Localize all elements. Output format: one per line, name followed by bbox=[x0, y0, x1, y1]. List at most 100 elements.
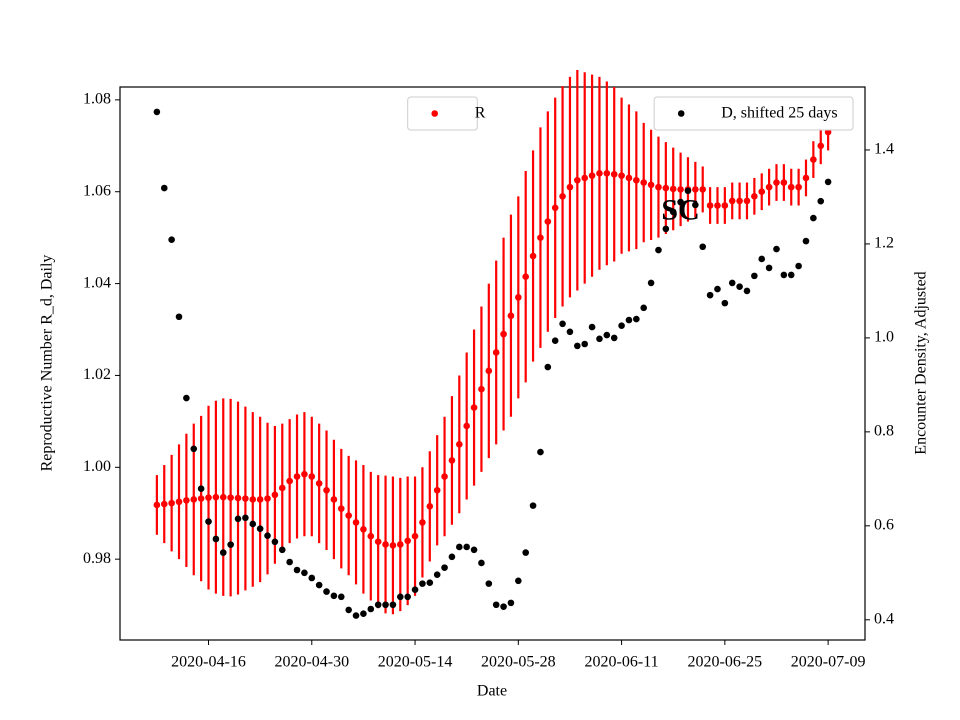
point bbox=[684, 187, 692, 195]
point bbox=[736, 283, 743, 290]
point bbox=[743, 287, 751, 295]
point bbox=[537, 234, 544, 241]
point bbox=[396, 593, 404, 601]
point bbox=[219, 549, 227, 556]
point bbox=[470, 546, 478, 554]
point bbox=[374, 538, 382, 546]
point bbox=[153, 108, 161, 116]
point bbox=[352, 519, 360, 526]
point bbox=[625, 316, 633, 324]
point bbox=[780, 179, 788, 186]
point bbox=[581, 174, 589, 182]
y2-tick-label: 0.4 bbox=[874, 610, 894, 627]
point bbox=[669, 208, 677, 216]
point bbox=[404, 593, 411, 601]
point bbox=[692, 186, 699, 193]
point bbox=[441, 473, 448, 480]
point bbox=[537, 448, 544, 456]
x-tick-label: 2020-05-28 bbox=[481, 654, 556, 671]
point bbox=[655, 183, 662, 191]
point bbox=[293, 566, 301, 574]
point bbox=[507, 599, 515, 607]
legend-marker bbox=[431, 110, 439, 117]
point bbox=[824, 178, 832, 186]
point bbox=[183, 394, 190, 402]
point bbox=[610, 334, 618, 342]
point bbox=[551, 204, 559, 212]
point bbox=[500, 330, 507, 338]
x-tick-label: 2020-06-25 bbox=[688, 654, 763, 671]
point bbox=[492, 349, 500, 356]
point bbox=[419, 519, 426, 526]
point bbox=[706, 202, 714, 209]
point bbox=[507, 312, 515, 320]
point bbox=[515, 294, 522, 301]
point bbox=[559, 193, 566, 200]
point bbox=[721, 202, 729, 209]
point bbox=[345, 606, 352, 614]
x-tick-label: 2020-04-30 bbox=[274, 654, 349, 671]
point bbox=[308, 574, 316, 582]
point bbox=[308, 473, 316, 480]
point bbox=[588, 172, 596, 179]
x-tick-label: 2020-05-14 bbox=[378, 654, 453, 671]
point bbox=[802, 237, 810, 245]
point bbox=[330, 496, 338, 503]
y-tick-label: 1.02 bbox=[83, 366, 111, 383]
legend-box bbox=[653, 96, 854, 131]
plot-frame bbox=[119, 86, 866, 641]
y2-tick-label: 1.4 bbox=[874, 141, 894, 158]
point bbox=[315, 581, 323, 589]
point bbox=[640, 304, 648, 312]
point bbox=[559, 320, 566, 328]
y2-axis-label: Encounter Density, Adjusted bbox=[913, 271, 930, 454]
y-axis-label: Reproductive Number R_d, Daily bbox=[39, 255, 56, 472]
point bbox=[404, 537, 411, 545]
x-tick-label: 2020-04-16 bbox=[171, 654, 246, 671]
point bbox=[278, 546, 286, 554]
point bbox=[456, 543, 463, 551]
point bbox=[396, 541, 404, 548]
point bbox=[618, 172, 625, 179]
point bbox=[669, 185, 677, 193]
point bbox=[544, 218, 552, 225]
point bbox=[603, 170, 611, 177]
point bbox=[197, 495, 205, 502]
point bbox=[301, 470, 308, 478]
point bbox=[433, 486, 441, 494]
point bbox=[168, 236, 175, 243]
point bbox=[286, 558, 293, 566]
point bbox=[802, 174, 810, 182]
point bbox=[714, 202, 721, 209]
point bbox=[640, 179, 648, 186]
point bbox=[633, 315, 640, 323]
point bbox=[662, 184, 670, 192]
point bbox=[492, 601, 500, 609]
point bbox=[551, 337, 559, 345]
point bbox=[529, 252, 537, 260]
point bbox=[256, 496, 264, 503]
point bbox=[175, 498, 183, 506]
y-tick-label: 1.00 bbox=[83, 458, 111, 475]
point bbox=[411, 532, 419, 540]
point bbox=[751, 193, 758, 200]
point bbox=[721, 299, 729, 307]
point bbox=[175, 313, 183, 321]
legend-label: D, shifted 25 days bbox=[721, 105, 837, 122]
point bbox=[566, 328, 574, 336]
point bbox=[647, 279, 655, 287]
point bbox=[751, 272, 758, 280]
point bbox=[382, 601, 389, 609]
point bbox=[242, 495, 249, 502]
point bbox=[596, 335, 603, 343]
point bbox=[810, 156, 817, 163]
point bbox=[625, 174, 633, 182]
point bbox=[677, 198, 684, 206]
point bbox=[389, 601, 397, 609]
point bbox=[647, 181, 655, 189]
point bbox=[773, 245, 780, 253]
point bbox=[360, 526, 367, 533]
point bbox=[205, 494, 212, 501]
point bbox=[655, 246, 662, 254]
